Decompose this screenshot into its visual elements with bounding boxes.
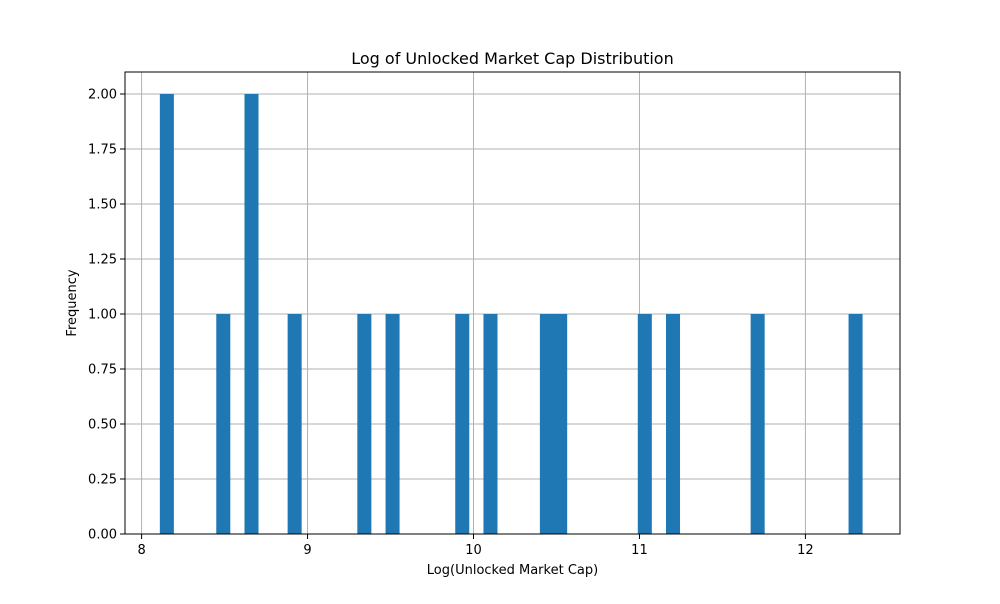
histogram-bar [750, 314, 765, 534]
y-tick-label: 1.50 [88, 198, 117, 213]
y-axis-label: Frequency [65, 269, 80, 336]
y-tick-label: 0.00 [88, 528, 117, 543]
histogram-bar [216, 314, 231, 534]
histogram-bar [848, 314, 863, 534]
histogram-bar [357, 314, 372, 534]
histogram-bar [385, 314, 400, 534]
histogram-bar [483, 314, 498, 534]
histogram-bar [244, 94, 259, 534]
x-tick-label: 11 [631, 543, 648, 558]
axis-ticks: 8 9 10 11 12 0.00 0.25 0.50 0.75 1.00 1.25 1.50 1.75… [88, 88, 814, 559]
y-tick-label: 1.00 [88, 308, 117, 323]
y-tick-label: 1.25 [88, 253, 117, 268]
histogram-bar [455, 314, 470, 534]
y-tick-label: 0.75 [88, 363, 117, 378]
plot-frame [124, 71, 901, 535]
histogram-bar [553, 314, 568, 534]
x-tick-label: 9 [303, 543, 311, 558]
grid-lines [125, 72, 900, 535]
y-tick-label: 1.75 [88, 143, 117, 158]
x-tick-label: 8 [137, 543, 145, 558]
x-axis-label: Log(Unlocked Market Cap) [427, 563, 598, 578]
y-tick-label: 2.00 [88, 88, 117, 103]
histogram-bar [637, 314, 652, 534]
y-tick-label: 0.25 [88, 473, 117, 488]
histogram-bar [287, 314, 302, 534]
histogram-bars [159, 94, 863, 534]
y-tick-label: 0.50 [88, 418, 117, 433]
x-tick-label: 10 [465, 543, 482, 558]
histogram-bar [666, 314, 681, 534]
histogram-bar [539, 314, 554, 534]
chart-title: Log of Unlocked Market Cap Distribution [351, 49, 673, 68]
histogram-bar [159, 94, 174, 534]
x-tick-label: 12 [797, 543, 814, 558]
